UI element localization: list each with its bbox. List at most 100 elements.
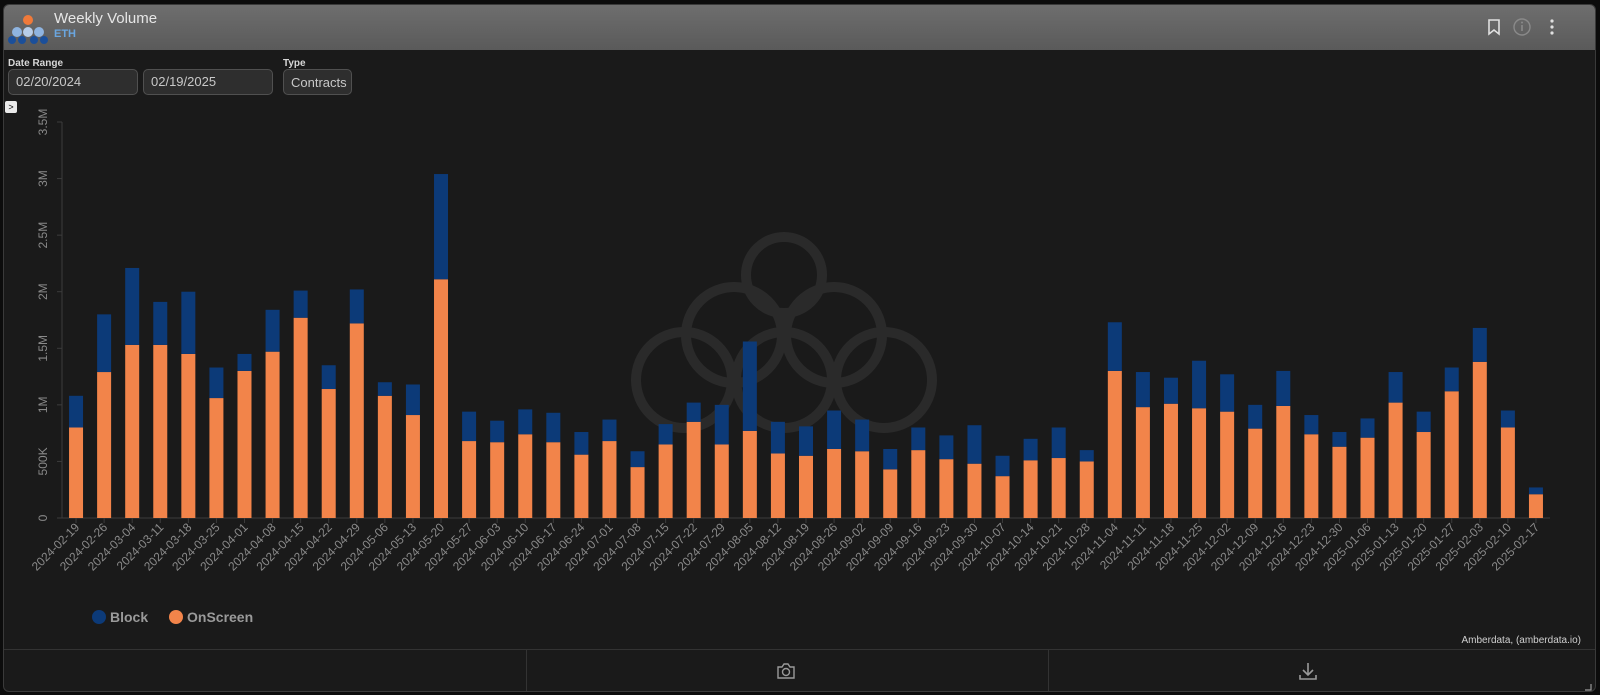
start-date-input[interactable] [8, 69, 138, 95]
download-icon[interactable] [1297, 660, 1319, 682]
bar-block [518, 409, 533, 435]
legend-label-onscreen: OnScreen [187, 609, 253, 625]
bar-onscreen [1304, 434, 1319, 518]
type-label: Type [283, 58, 306, 69]
bar-onscreen [462, 441, 477, 518]
bar-block [1023, 438, 1038, 461]
bar-onscreen [630, 467, 645, 518]
bar-block [602, 419, 617, 442]
bar-onscreen [1444, 391, 1459, 518]
bar-block [855, 419, 870, 452]
bookmark-icon[interactable] [1484, 17, 1504, 37]
bar-onscreen [1276, 405, 1291, 518]
camera-icon[interactable] [775, 660, 797, 682]
bar-onscreen [883, 469, 898, 518]
bar-block [153, 301, 168, 345]
bar-onscreen [855, 451, 870, 518]
end-date-input[interactable] [143, 69, 273, 95]
bar-onscreen [686, 421, 701, 518]
y-tick-label: 1M [36, 397, 50, 414]
bar-block [1079, 450, 1094, 462]
bar-onscreen [799, 455, 813, 518]
bar-onscreen [1163, 403, 1178, 518]
bar-onscreen [939, 459, 954, 518]
bar-onscreen [349, 323, 364, 518]
bar-onscreen [1220, 411, 1235, 518]
more-vert-icon[interactable] [1542, 17, 1562, 37]
bar-onscreen [602, 441, 617, 518]
bar-block [770, 421, 785, 454]
bar-onscreen [1079, 461, 1094, 518]
bar-block [714, 404, 729, 445]
bar-onscreen [97, 372, 112, 518]
bar-block [1500, 410, 1515, 428]
y-tick-label: 0 [36, 514, 50, 521]
bar-block [686, 402, 701, 422]
expand-icon[interactable]: > [5, 101, 17, 113]
bar-onscreen [827, 448, 842, 518]
y-tick-label: 1.5M [36, 335, 50, 362]
bar-block [1388, 372, 1403, 403]
bar-block [546, 412, 561, 443]
bar-block [827, 410, 842, 449]
bar-onscreen [1500, 427, 1515, 518]
bar-block [265, 309, 280, 352]
legend-marker-block [92, 610, 106, 624]
bar-block [293, 290, 308, 318]
bar-block [1472, 327, 1487, 362]
bar-block [434, 174, 449, 280]
bar-block [405, 384, 420, 416]
bar-onscreen [1051, 458, 1066, 518]
bar-block [939, 435, 954, 460]
bar-block [883, 448, 898, 470]
bar-block [967, 425, 982, 464]
bar-block [181, 291, 196, 354]
bar-onscreen [69, 427, 84, 518]
bar-onscreen [1192, 408, 1207, 518]
bar-onscreen [1528, 494, 1543, 518]
bar-onscreen [405, 415, 420, 518]
bar-block [97, 314, 112, 373]
credit-text: Amberdata, (amberdata.io) [1461, 635, 1581, 646]
bar-block [69, 395, 84, 428]
bar-onscreen [153, 344, 168, 518]
bar-onscreen [1388, 402, 1403, 518]
bar-block [1416, 411, 1431, 433]
bar-onscreen [574, 454, 589, 518]
bar-block [1528, 487, 1543, 495]
bar-block [799, 426, 813, 456]
bar-block [1135, 372, 1150, 408]
bar-onscreen [377, 395, 392, 518]
bar-block [349, 289, 364, 324]
bar-block [237, 353, 252, 371]
bar-block [1304, 415, 1319, 435]
bar-onscreen [1360, 437, 1375, 518]
type-select[interactable]: Contracts [283, 69, 352, 95]
bar-onscreen [1135, 407, 1150, 518]
info-icon[interactable] [1512, 17, 1532, 37]
bar-onscreen [911, 450, 926, 518]
legend-marker-onscreen [169, 610, 183, 624]
bar-block [574, 432, 589, 455]
bar-onscreen [967, 463, 982, 518]
bar-onscreen [518, 434, 533, 518]
app-logo-icon [8, 15, 48, 44]
y-tick-label: 500K [36, 447, 50, 475]
bar-block [742, 341, 757, 431]
bar-block [1051, 427, 1066, 459]
bar-onscreen [434, 279, 449, 518]
chart-panel: Weekly Volume ETH Date Range Type Contra… [3, 4, 1596, 692]
bar-onscreen [490, 442, 505, 518]
bar-block [490, 420, 505, 443]
panel-subtitle: ETH [54, 28, 76, 40]
bar-onscreen [1248, 428, 1263, 518]
resize-icon[interactable] [1584, 683, 1592, 691]
bar-block [1276, 370, 1291, 406]
bar-onscreen [1107, 370, 1122, 518]
watermark-logo [631, 232, 937, 433]
bar-block [1332, 432, 1347, 447]
bar-onscreen [658, 444, 673, 518]
bar-block [321, 365, 336, 390]
bar-block [1444, 367, 1459, 392]
bar-onscreen [742, 430, 757, 518]
